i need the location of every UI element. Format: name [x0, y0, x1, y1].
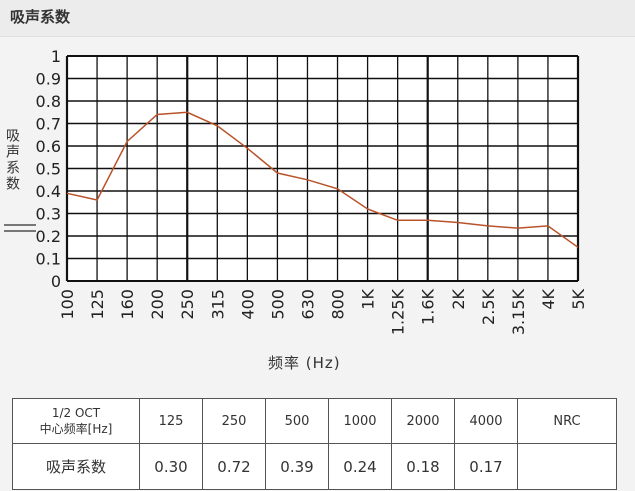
y-axis-marker — [4, 224, 36, 232]
y-tick-label: 0.8 — [36, 92, 61, 111]
x-tick-label: 400 — [238, 289, 257, 320]
freq-cell: 2000 — [391, 398, 455, 444]
y-tick-label: 0.7 — [36, 115, 61, 134]
x-tick-label: 630 — [298, 289, 317, 320]
series-line — [66, 111, 579, 248]
x-tick-label: 315 — [208, 289, 227, 320]
row-label: 吸声系数 — [12, 443, 140, 490]
x-tick-label: 250 — [178, 289, 197, 320]
x-tick-label: 125 — [88, 289, 107, 320]
x-tick-label: 1K — [359, 288, 378, 309]
freq-cell: 1000 — [328, 398, 392, 444]
table-header-label: 1/2 OCT 中心频率[Hz] — [12, 398, 140, 444]
absorption-table: 1/2 OCT 中心频率[Hz] 125 250 500 1000 2000 4… — [12, 398, 617, 490]
freq-cell: 4000 — [454, 398, 518, 444]
x-tick-label: 5K — [569, 288, 588, 309]
y-tick-label: 0.5 — [36, 160, 61, 179]
x-tick-label: 1.6K — [419, 288, 438, 324]
header-bar: 吸声系数 — [0, 0, 635, 37]
table-header-row: 1/2 OCT 中心频率[Hz] 125 250 500 1000 2000 4… — [12, 398, 617, 444]
y-tick-label: 0.9 — [36, 70, 61, 89]
x-tick-label: 100 — [58, 289, 77, 320]
y-tick-label: 0.3 — [36, 205, 61, 224]
x-tick-label: 3.15K — [509, 289, 528, 336]
nrc-value-cell — [517, 443, 617, 490]
value-cell: 0.72 — [202, 443, 266, 490]
oct-label: 1/2 OCT — [51, 406, 101, 420]
page-title: 吸声系数 — [10, 8, 71, 26]
freq-cell: 500 — [265, 398, 329, 444]
x-tick-label: 2.5K — [479, 288, 498, 324]
nrc-header-cell: NRC — [517, 398, 617, 444]
center-frequency-label: 中心频率[Hz] — [39, 422, 113, 436]
freq-cell: 125 — [139, 398, 203, 444]
freq-cell: 250 — [202, 398, 266, 444]
x-tick-label: 500 — [268, 289, 287, 320]
y-tick-label: 1 — [51, 47, 61, 66]
y-tick-label: 0 — [51, 272, 61, 291]
y-tick-labels: 0 0.1 0.2 0.3 0.4 0.5 0.6 0.7 0.8 0.9 1 — [36, 47, 61, 291]
x-tick-label: 160 — [118, 289, 137, 320]
x-tick-label: 200 — [148, 289, 167, 320]
value-cell: 0.24 — [328, 443, 392, 490]
y-tick-label: 0.6 — [36, 137, 61, 156]
y-tick-label: 0.2 — [36, 227, 61, 246]
table-value-row: 吸声系数 0.30 0.72 0.39 0.24 0.18 0.17 — [12, 443, 617, 490]
x-tick-label: 1.25K — [389, 289, 408, 336]
chart-grid — [65, 55, 580, 282]
value-cell: 0.39 — [265, 443, 329, 490]
y-axis-label: 吸声系数 — [4, 128, 20, 192]
value-cell: 0.18 — [391, 443, 455, 490]
y-tick-label: 0.1 — [36, 250, 61, 269]
x-tick-label: 800 — [329, 289, 348, 320]
y-tick-label: 0.4 — [36, 182, 61, 201]
absorption-chart: 0 0.1 0.2 0.3 0.4 0.5 0.6 0.7 0.8 0.9 1 100 125 160 2… — [36, 47, 588, 335]
x-tick-label: 2K — [449, 288, 468, 309]
value-cell: 0.17 — [454, 443, 518, 490]
x-tick-labels: 100 125 160 200 250 315 400 500 630 800 1K 1.25K 1.6… — [58, 288, 588, 335]
value-cell: 0.30 — [139, 443, 203, 490]
x-axis-label: 频率 (Hz) — [268, 354, 341, 372]
x-tick-label: 4K — [539, 288, 558, 309]
